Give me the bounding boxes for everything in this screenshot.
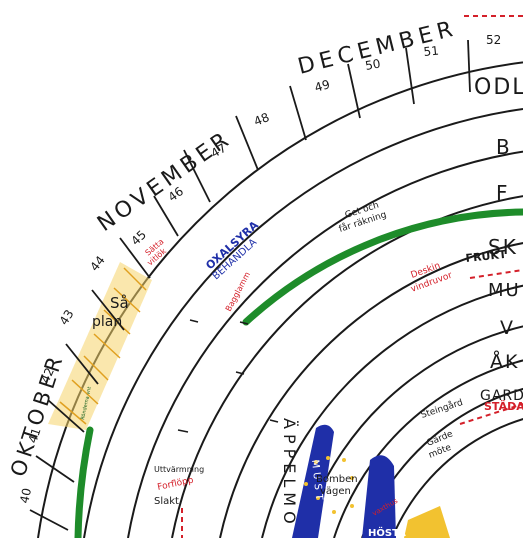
sowing-band-fill	[48, 262, 152, 430]
ring-8	[333, 359, 523, 538]
activity-notes: Så plan Sätta vitlök OXALSYRA BEHANDLA G…	[80, 201, 523, 538]
ring-label-v: V	[500, 317, 513, 339]
green-bands	[74, 208, 523, 538]
ring-5	[219, 242, 523, 538]
note-slakt: Slakt	[154, 496, 179, 507]
green-band-outer	[74, 426, 94, 538]
note-sa-plan-2: plan	[92, 314, 122, 330]
sowing-band	[48, 262, 152, 430]
note-sa-plan-1: Så	[110, 294, 129, 312]
ring-10	[391, 418, 523, 538]
note-bomben-2: vägen	[320, 486, 351, 497]
note-appelmost: ÄPPELMO	[280, 418, 299, 529]
week-45: 45	[128, 227, 149, 248]
week-47: 47	[209, 141, 229, 161]
week-44: 44	[87, 253, 107, 274]
week-52: 52	[486, 33, 501, 47]
ring-label-ak: ÅK	[490, 350, 519, 373]
ring-4	[171, 195, 523, 538]
ring-label-gard: GARD	[480, 388, 523, 404]
week-51: 51	[423, 43, 440, 59]
week-dividers	[29, 39, 471, 531]
note-bagglamm: Bagglamm	[224, 270, 252, 313]
note-bomben-1: Bomben	[316, 474, 358, 485]
red-dashes	[181, 15, 523, 538]
ring-3	[127, 150, 523, 538]
ring-label-mu: MU	[488, 280, 521, 301]
week-40: 40	[17, 487, 34, 505]
week-50: 50	[364, 57, 381, 73]
ring-label-odl: ODL	[474, 75, 523, 100]
note-must: MUST	[309, 459, 325, 504]
note-frukt: FRUKT	[465, 248, 508, 265]
month-november: NOVEMBER	[93, 126, 236, 237]
week-49: 49	[313, 77, 332, 95]
ring-label-f: F	[496, 181, 508, 205]
ring-label-sk: SK	[488, 235, 518, 259]
note-steingard: Steingård	[420, 397, 465, 421]
ring-label-b: B	[496, 135, 510, 159]
note-stada: STÄDA	[484, 399, 523, 413]
must-sector	[292, 424, 450, 538]
note-uttvarmning: Uttvärmning	[154, 465, 204, 474]
week-48: 48	[252, 110, 271, 129]
ring-ticks	[177, 319, 279, 433]
ring-2	[83, 108, 523, 538]
bomben-dots	[304, 456, 354, 514]
note-forflopp: Forflöpp	[157, 475, 195, 492]
ring-category-labels: ODL B F SK MU V ÅK GARD	[474, 75, 523, 404]
week-42: 42	[38, 366, 57, 386]
note-hosta: HÖSTA	[368, 525, 406, 538]
ring-6	[261, 284, 523, 538]
green-band-inner	[242, 208, 523, 326]
week-41: 41	[26, 426, 44, 445]
week-43: 43	[57, 307, 77, 327]
